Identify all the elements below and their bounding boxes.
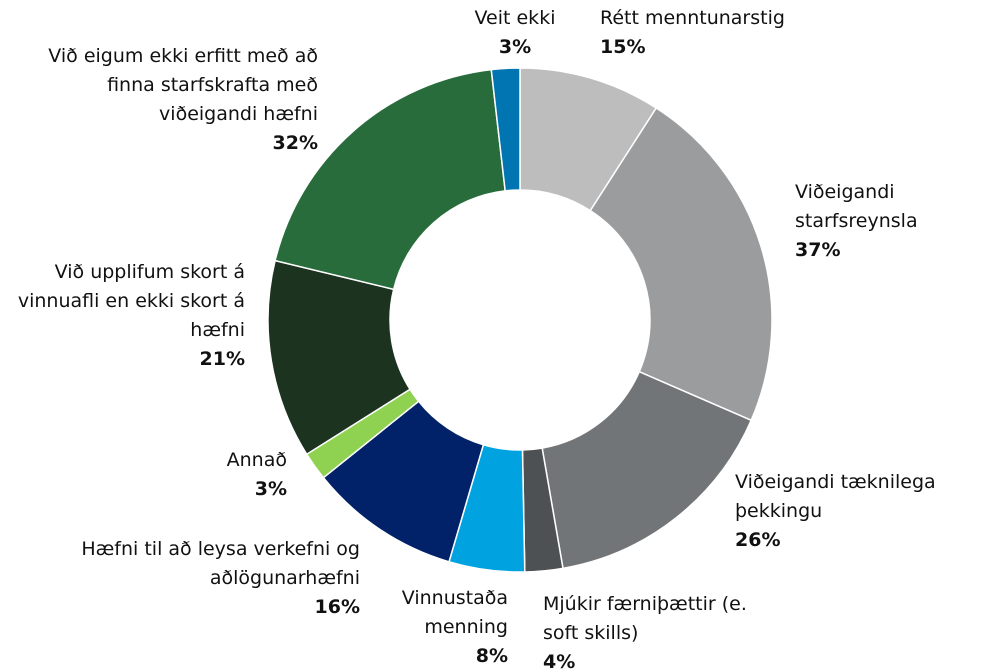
slice-label: Mjúkir færniþættir (e. soft skills) 4%	[543, 590, 778, 672]
slice-label: Viðeigandi tæknilega þekkingu 26%	[735, 468, 985, 555]
value-label: 8%	[475, 645, 508, 667]
slice-label: Vinnustaða menning 8%	[368, 584, 508, 671]
slice	[267, 259, 412, 456]
slice-label: Annað 3%	[150, 446, 287, 504]
category-label: Mjúkir færniþættir (e. soft skills)	[543, 593, 747, 644]
value-label: 37%	[795, 239, 841, 261]
value-label: 32%	[272, 132, 318, 154]
category-label: Viðeigandi starfsreynsla	[795, 181, 918, 232]
value-label: 26%	[735, 529, 781, 551]
value-label: 3%	[254, 478, 287, 500]
slice	[589, 106, 773, 422]
slice-label: Rétt menntunarstig 15%	[600, 4, 860, 62]
value-label: 15%	[600, 36, 646, 58]
slice-label: Viðeigandi starfsreynsla 37%	[795, 178, 965, 265]
category-label: Annað	[226, 449, 287, 471]
slice	[541, 370, 753, 570]
slice-label: Við eigum ekki erfitt með að finna starf…	[8, 42, 318, 158]
value-label: 21%	[199, 348, 245, 370]
value-label: 3%	[498, 36, 532, 58]
value-label: 16%	[314, 596, 360, 618]
category-label: Hæfni til að leysa verkefni og aðlögunar…	[81, 538, 360, 589]
category-label: Við upplifum skort á vinnuafli en ekki s…	[17, 261, 245, 341]
slice-label: Hæfni til að leysa verkefni og aðlögunar…	[30, 535, 360, 622]
slice	[274, 68, 507, 291]
category-label: Veit ekki	[474, 7, 556, 29]
slice-label: Við upplifum skort á vinnuafli en ekki s…	[10, 258, 245, 374]
category-label: Við eigum ekki erfitt með að finna starf…	[48, 45, 318, 125]
slice-label: Veit ekki 3%	[440, 4, 590, 62]
slice	[490, 67, 521, 192]
category-label: Viðeigandi tæknilega þekkingu	[735, 471, 936, 522]
category-label: Rétt menntunarstig	[600, 7, 785, 29]
value-label: 4%	[543, 651, 576, 672]
category-label: Vinnustaða menning	[401, 587, 508, 638]
